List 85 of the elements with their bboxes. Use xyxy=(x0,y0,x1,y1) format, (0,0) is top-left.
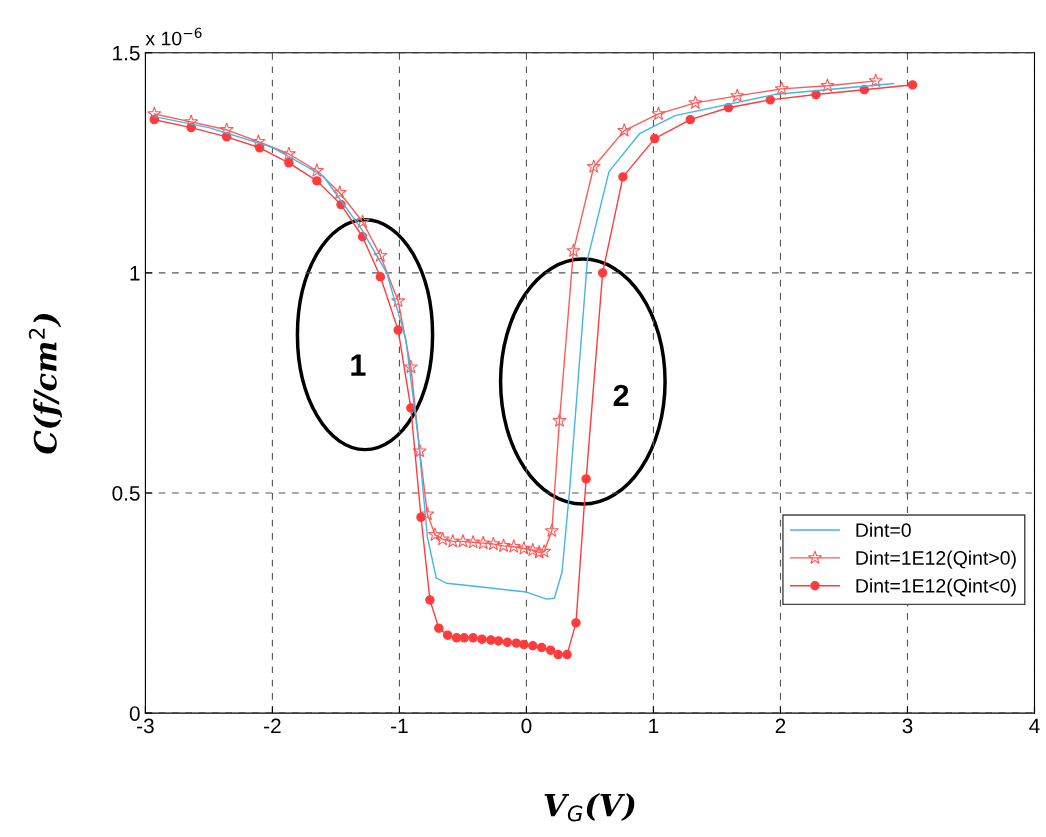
point xyxy=(284,158,294,168)
point xyxy=(730,88,745,103)
point xyxy=(451,633,462,643)
point xyxy=(868,73,883,88)
legend-label: Dint=1E12(Qint>0) xyxy=(856,550,1016,569)
point xyxy=(375,272,386,282)
point xyxy=(403,359,419,374)
point xyxy=(566,243,581,258)
point xyxy=(219,122,234,136)
point xyxy=(465,534,481,549)
annotation: 2 xyxy=(613,384,629,407)
point xyxy=(412,443,427,458)
point xyxy=(528,641,538,651)
y-tick-label: 1.5 xyxy=(113,45,140,61)
x-tick-label: 3 xyxy=(902,718,913,734)
point xyxy=(355,214,370,228)
point xyxy=(445,533,460,548)
legend-label: Dint=0 xyxy=(856,522,911,538)
point xyxy=(651,106,666,121)
point xyxy=(476,535,491,550)
point xyxy=(617,123,632,137)
point xyxy=(618,172,628,182)
point xyxy=(586,159,601,173)
point xyxy=(519,639,529,650)
legend-label: Dint=1E12(Qint<0) xyxy=(856,578,1016,597)
point xyxy=(486,536,501,551)
point xyxy=(552,413,567,427)
point xyxy=(420,506,435,521)
x-tick-label: 1 xyxy=(649,718,659,734)
point xyxy=(531,544,547,559)
point xyxy=(427,527,443,541)
point xyxy=(434,623,444,633)
point xyxy=(332,185,347,199)
point xyxy=(571,618,581,628)
point xyxy=(536,642,547,653)
point xyxy=(477,634,487,644)
point xyxy=(459,633,469,643)
x-axis-title: V$_{G}$(V) xyxy=(544,792,635,822)
point xyxy=(545,645,556,655)
point xyxy=(685,114,696,125)
y-tick-label: 0.5 xyxy=(112,485,140,501)
point xyxy=(373,248,388,262)
point xyxy=(393,325,403,335)
point xyxy=(649,133,660,144)
point xyxy=(516,540,532,555)
point xyxy=(511,638,521,648)
point xyxy=(907,80,918,90)
point xyxy=(537,544,552,558)
annotation: 1 xyxy=(351,354,366,376)
x-tick-label: -2 xyxy=(264,718,281,734)
point xyxy=(525,542,540,557)
point xyxy=(416,512,426,522)
y-tick-label: 1 xyxy=(130,266,140,281)
point xyxy=(811,89,821,100)
point xyxy=(251,134,266,148)
x-tick-label: 0 xyxy=(521,718,532,734)
point xyxy=(493,636,504,646)
point xyxy=(765,95,776,105)
point xyxy=(581,474,591,484)
x-tick-label: -1 xyxy=(391,718,408,734)
point xyxy=(553,649,563,660)
point xyxy=(312,176,322,186)
text: x 10$^{−6}$ xyxy=(145,27,202,46)
point xyxy=(774,81,789,96)
point xyxy=(425,595,435,605)
point xyxy=(506,539,521,553)
point xyxy=(442,630,453,640)
x-tick-label: 4 xyxy=(1029,718,1040,734)
point xyxy=(281,146,297,161)
point xyxy=(254,143,265,153)
point xyxy=(544,523,559,538)
point xyxy=(435,531,450,546)
point xyxy=(502,637,513,647)
point xyxy=(688,95,703,110)
point xyxy=(390,293,406,308)
y-axis-title: C(f/cm$^{2}$) xyxy=(28,313,63,454)
x-tick-label: 2 xyxy=(775,718,786,734)
point xyxy=(455,533,471,548)
point xyxy=(486,635,496,645)
point xyxy=(820,78,835,92)
point xyxy=(496,538,511,552)
point xyxy=(562,649,572,660)
point xyxy=(468,633,478,643)
point xyxy=(309,163,325,177)
point xyxy=(597,268,608,278)
